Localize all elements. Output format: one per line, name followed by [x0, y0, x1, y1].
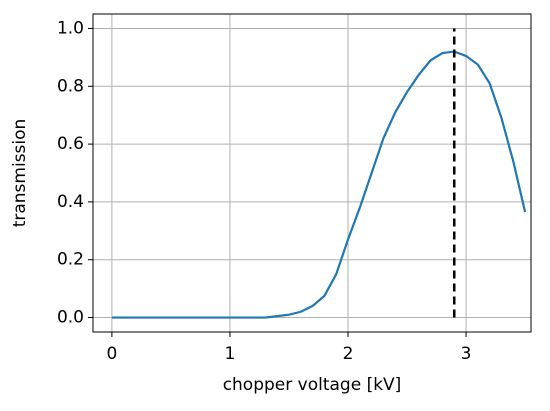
y-tick-label: 0.8 — [57, 76, 84, 96]
plot-frame — [92, 13, 532, 333]
y-tick-label: 0.0 — [57, 308, 84, 328]
x-tick-label: 3 — [461, 344, 472, 364]
y-tick-label: 0.2 — [57, 250, 84, 270]
y-tick-label: 1.0 — [57, 18, 84, 38]
y-tick-label: 0.4 — [57, 192, 84, 212]
y-tick-label: 0.6 — [57, 134, 84, 154]
x-tick-label: 1 — [225, 344, 236, 364]
y-axis-label: transmission — [10, 119, 30, 228]
data-line — [111, 50, 527, 319]
x-tick-label: 0 — [106, 344, 117, 364]
x-axis-label: chopper voltage [kV] — [223, 375, 402, 395]
x-tick-label: 2 — [343, 344, 354, 364]
